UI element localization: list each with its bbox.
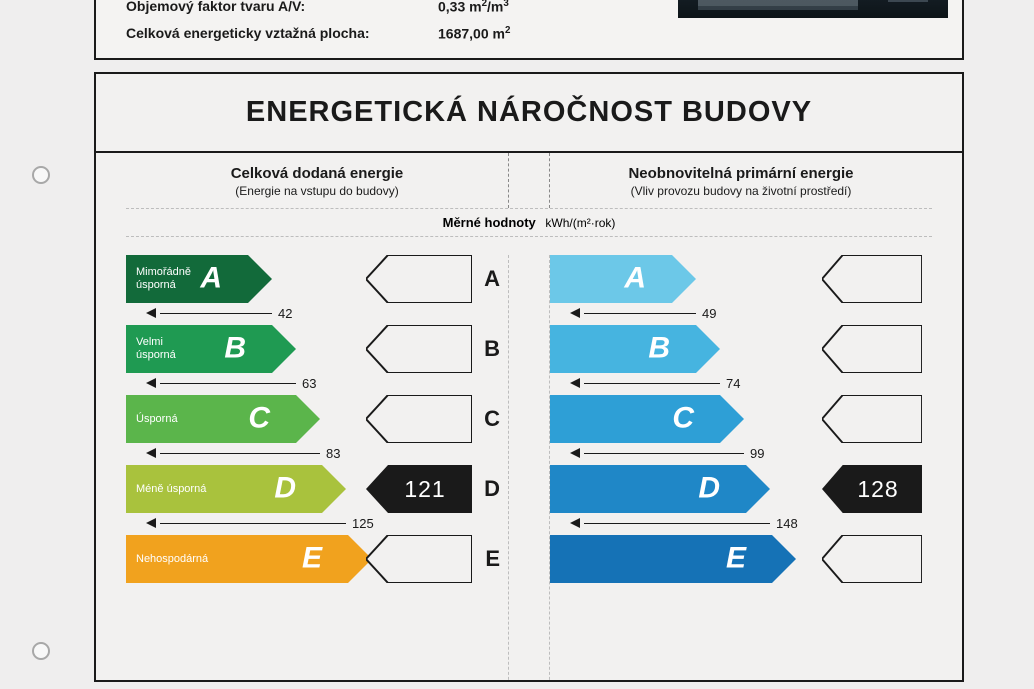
rating-row-E: EE [550, 535, 932, 583]
rating-row-A: AA49 [550, 255, 932, 303]
rating-bar-C: Úsporná C [126, 395, 296, 443]
threshold-99: 99 [570, 445, 764, 461]
rating-bar-A: Mimořádně úsporná A [126, 255, 248, 303]
rating-row-C: ÚspornáCC83 [126, 395, 508, 443]
info-label: Celková energeticky vztažná plocha: [126, 25, 438, 42]
arrow-left-icon [146, 308, 156, 318]
result-pointer-D: 121 [366, 465, 472, 513]
punch-hole [32, 166, 50, 184]
rating-row-E: Nehospodárná E E [126, 535, 508, 583]
arrow-left-icon [146, 518, 156, 528]
energy-rating-box: ENERGETICKÁ NÁROČNOST BUDOVY Celková dod… [94, 72, 964, 682]
result-value: 121 [366, 465, 472, 513]
threshold-83: 83 [146, 445, 340, 461]
punch-hole [32, 642, 50, 660]
rating-bar-D: D [550, 465, 746, 513]
rating-bar-label: Úsporná [136, 413, 178, 426]
rating-bar-letter: C [248, 401, 270, 435]
rating-chart: Mimořádně úsporná A A 42 Velmi úsporná B B 63 Ús… [96, 237, 962, 682]
col-head-left: Celková dodaná energie (Energie na vstup… [126, 153, 509, 208]
rating-bar-A: A [550, 255, 672, 303]
arrow-left-icon [570, 448, 580, 458]
rating-bar-E: Nehospodárná E [126, 535, 348, 583]
rating-bar-B: B [550, 325, 696, 373]
arrow-left-icon [570, 378, 580, 388]
rating-row-D: Méně úspornáD121D125 [126, 465, 508, 513]
empty-pointer-B [822, 325, 922, 373]
threshold-74: 74 [570, 375, 740, 391]
empty-pointer-E [366, 535, 472, 583]
threshold-125: 125 [146, 515, 374, 531]
units-row: Měrné hodnoty kWh/(m²·rok) [126, 208, 932, 237]
pointer-letter: A [484, 255, 500, 303]
info-box: Objemový faktor tvaru A/V:0,33 m2/m3Celk… [94, 0, 964, 60]
info-label: Objemový faktor tvaru A/V: [126, 0, 438, 15]
pointer-letter: C [484, 395, 500, 443]
rating-col-left: Mimořádně úsporná A A 42 Velmi úsporná B B 63 Ús… [126, 255, 509, 682]
pointer-letter: D [484, 465, 500, 513]
rating-bar-label: Méně úsporná [136, 483, 206, 496]
threshold-value: 83 [326, 446, 340, 461]
threshold-42: 42 [146, 305, 292, 321]
rating-row-B: Velmi úspornáBB63 [126, 325, 508, 373]
rating-bar-letter: E [726, 541, 746, 575]
rating-col-right: AA49BB74CC99D128D148EE [549, 255, 932, 682]
empty-pointer-A [822, 255, 922, 303]
rating-bar-letter: B [224, 331, 246, 365]
empty-pointer-A [366, 255, 472, 303]
threshold-63: 63 [146, 375, 316, 391]
page: Objemový faktor tvaru A/V:0,33 m2/m3Celk… [0, 0, 1034, 689]
info-row: Celková energeticky vztažná plocha:1687,… [126, 25, 932, 42]
threshold-148: 148 [570, 515, 798, 531]
empty-pointer-B [366, 325, 472, 373]
empty-pointer-C [366, 395, 472, 443]
rating-bar-letter: C [672, 401, 694, 435]
rating-bar-letter: B [648, 331, 670, 365]
columns-head: Celková dodaná energie (Energie na vstup… [96, 151, 962, 208]
threshold-value: 125 [352, 516, 374, 531]
info-value: 0,33 m2/m3 [438, 0, 509, 15]
arrow-left-icon [570, 308, 580, 318]
rating-bar-E: E [550, 535, 772, 583]
empty-pointer-E [822, 535, 922, 583]
arrow-left-icon [570, 518, 580, 528]
rating-bar-B: Velmi úsporná B [126, 325, 272, 373]
rating-bar-label: Velmi úsporná [136, 336, 176, 361]
arrow-left-icon [146, 378, 156, 388]
rating-bar-letter: A [624, 261, 646, 295]
rating-bar-D: Méně úsporná D [126, 465, 322, 513]
arrow-left-icon [146, 448, 156, 458]
threshold-49: 49 [570, 305, 716, 321]
empty-pointer-C [822, 395, 922, 443]
pointer-letter: E [485, 535, 500, 583]
threshold-value: 42 [278, 306, 292, 321]
rating-row-C: CC99 [550, 395, 932, 443]
building-photo [678, 0, 948, 18]
rating-bar-letter: D [698, 471, 720, 505]
threshold-value: 148 [776, 516, 798, 531]
rating-row-A: Mimořádně úspornáAA42 [126, 255, 508, 303]
rating-bar-letter: A [200, 261, 222, 295]
rating-bar-letter: D [274, 471, 296, 505]
pointer-letter: B [484, 325, 500, 373]
threshold-value: 74 [726, 376, 740, 391]
info-value: 1687,00 m2 [438, 25, 510, 42]
main-title: ENERGETICKÁ NÁROČNOST BUDOVY [96, 96, 962, 129]
result-pointer-D: 128 [822, 465, 922, 513]
threshold-value: 63 [302, 376, 316, 391]
threshold-value: 99 [750, 446, 764, 461]
col-head-right: Neobnovitelná primární energie (Vliv pro… [549, 153, 932, 208]
result-value: 128 [822, 465, 922, 513]
rating-row-D: D128D148 [550, 465, 932, 513]
rating-bar-C: C [550, 395, 720, 443]
rating-row-B: BB74 [550, 325, 932, 373]
rating-bar-letter: E [302, 541, 322, 575]
threshold-value: 49 [702, 306, 716, 321]
rating-bar-label: Mimořádně úsporná [136, 266, 191, 291]
rating-bar-label: Nehospodárná [136, 553, 208, 566]
